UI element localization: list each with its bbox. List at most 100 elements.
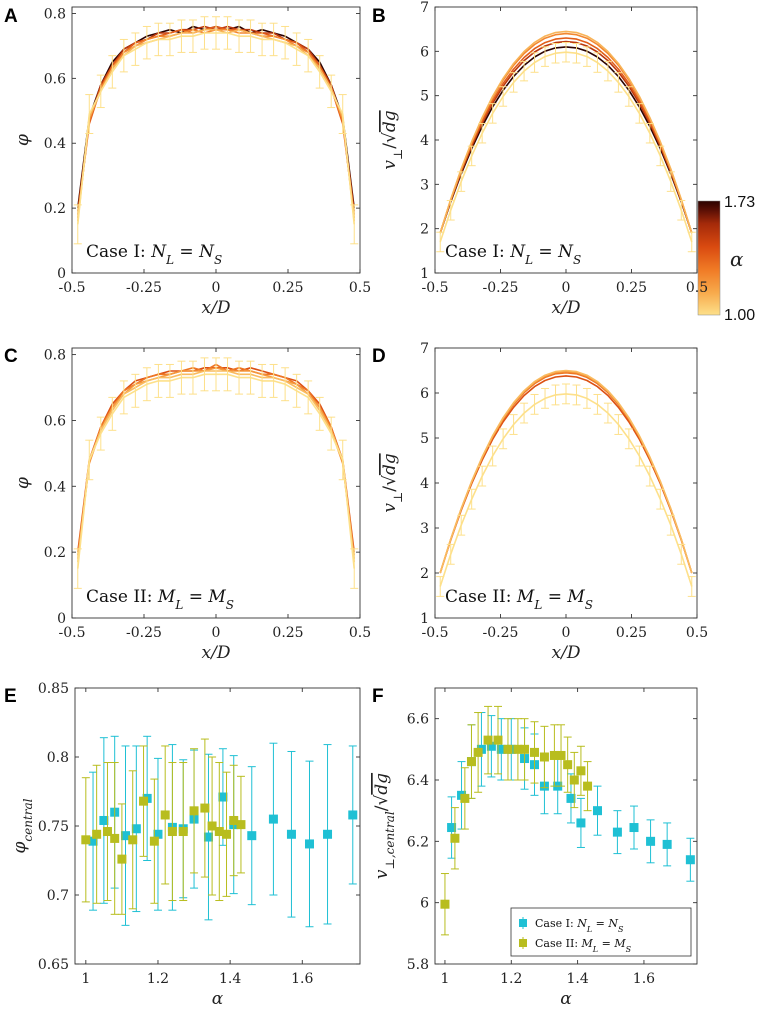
x-tick-label: 1.2: [147, 971, 169, 987]
series-line-alpha-1.38: [439, 37, 693, 234]
series-line-alpha-1.52: [77, 25, 355, 212]
case-label-sub: S: [226, 598, 234, 612]
panel-label-f: F: [372, 686, 384, 707]
case-label-head: Case I:: [445, 242, 510, 262]
case-label-sub: L: [524, 253, 533, 267]
y-tick-label: 0.7: [47, 888, 69, 904]
x-axis-label: x/D: [552, 298, 581, 318]
data-point: [286, 829, 296, 839]
plot-frame: [434, 687, 698, 965]
y-tick-label: 7: [420, 0, 429, 16]
y-tick-label: 6: [420, 386, 429, 402]
data-point: [160, 810, 170, 820]
legend-sub: L: [592, 945, 598, 954]
y-tick-label: 5.8: [407, 957, 429, 973]
y-tick-label: 6.2: [407, 834, 429, 850]
y-axis-label: φcentral: [10, 798, 35, 853]
case-label-op: =: [533, 242, 553, 262]
y-tick-label: 2: [420, 566, 429, 582]
case-label-var: M: [562, 587, 585, 607]
y-tick-label: 5: [420, 89, 429, 105]
y-axis-label-main: v: [380, 503, 400, 513]
data-point: [493, 735, 503, 745]
series-line-alpha-1.1: [77, 370, 355, 563]
x-axis-label: α: [212, 989, 224, 1009]
data-point: [486, 741, 496, 751]
legend-label: Case II: ML = MS: [535, 937, 632, 954]
y-tick-label: 1: [420, 611, 429, 627]
x-tick-label: 1.4: [566, 971, 588, 987]
y-tick-label: 5: [420, 431, 429, 447]
data-point: [268, 814, 278, 824]
y-tick-label: 0.85: [38, 681, 69, 697]
data-point: [81, 835, 91, 845]
y-axis-label-main: φ: [10, 842, 30, 854]
data-point: [569, 775, 579, 785]
data-point: [203, 832, 213, 842]
y-tick-label: 0.2: [44, 545, 66, 561]
y-tick-label: 0.4: [44, 136, 66, 152]
legend-var: M: [581, 937, 594, 950]
y-tick-label: 6: [420, 896, 429, 912]
data-point: [520, 744, 530, 754]
legend-var: N: [605, 917, 618, 930]
data-point: [110, 833, 120, 843]
legend-box: [510, 907, 692, 957]
data-point: [447, 823, 457, 833]
data-point: [563, 760, 573, 770]
series-line-alpha-1: [439, 51, 693, 243]
data-point: [304, 839, 314, 849]
data-point: [323, 829, 333, 839]
case-label: Case I: NL = NS: [86, 242, 222, 267]
x-tick-label: 0.25: [616, 625, 647, 641]
x-tick-label: -0.5: [422, 280, 449, 296]
data-point: [229, 815, 239, 825]
x-tick-label: 0: [562, 625, 571, 641]
case-label-op: =: [542, 587, 562, 607]
data-point: [629, 823, 639, 833]
case-label-op: =: [174, 242, 194, 262]
x-tick-label: 0: [212, 280, 221, 296]
x-tick-label: 0.5: [686, 625, 708, 641]
data-point: [222, 829, 232, 839]
case-label-head: Case I:: [86, 242, 151, 262]
data-point: [593, 806, 603, 816]
series-line-alpha-1: [77, 373, 355, 569]
y-tick-label: 0.6: [44, 413, 66, 429]
case-label-var: N: [553, 242, 574, 262]
x-axis-label: x/D: [202, 298, 231, 318]
panel-label-e: E: [4, 686, 17, 707]
y-axis-label-sub: ⊥: [391, 492, 405, 503]
case-label-sub: L: [533, 598, 542, 612]
data-point: [247, 831, 257, 841]
x-tick-label: 0.25: [272, 625, 303, 641]
case-label-var: N: [509, 242, 526, 262]
case-label: Case I: NL = NS: [445, 242, 581, 267]
y-axis-label-tail: /√: [372, 795, 392, 812]
data-point: [121, 831, 131, 841]
data-point: [513, 744, 523, 754]
x-tick-label: -0.5: [59, 280, 86, 296]
data-point: [236, 820, 246, 830]
colorbar-min-label: 1.00: [724, 307, 755, 324]
y-tick-label: 1: [420, 266, 429, 282]
y-tick-label: 4: [420, 476, 429, 492]
data-point: [139, 796, 149, 806]
y-tick-label: 3: [420, 521, 429, 537]
data-point: [189, 806, 199, 816]
legend-label-head: Case I:: [535, 917, 577, 930]
series-line-alpha-1.42: [439, 375, 693, 574]
case-label-sub: S: [585, 598, 593, 612]
x-axis-label: α: [560, 989, 572, 1009]
legend-label: Case I: NL = NS: [535, 917, 624, 934]
legend-label-head: Case II:: [535, 937, 582, 950]
panel-e: 1 1.2 1.4 1.6 0.65 0.7 0.75 0.8 0.85 α φcentral: [10, 681, 361, 1009]
data-point: [99, 815, 109, 825]
y-tick-label: 6.6: [407, 712, 429, 728]
legend-sub: L: [586, 925, 592, 934]
y-tick-label: 6: [420, 44, 429, 60]
x-tick-label: -0.5: [422, 625, 449, 641]
series-line-alpha-1.42: [77, 366, 355, 553]
data-point: [348, 810, 358, 820]
